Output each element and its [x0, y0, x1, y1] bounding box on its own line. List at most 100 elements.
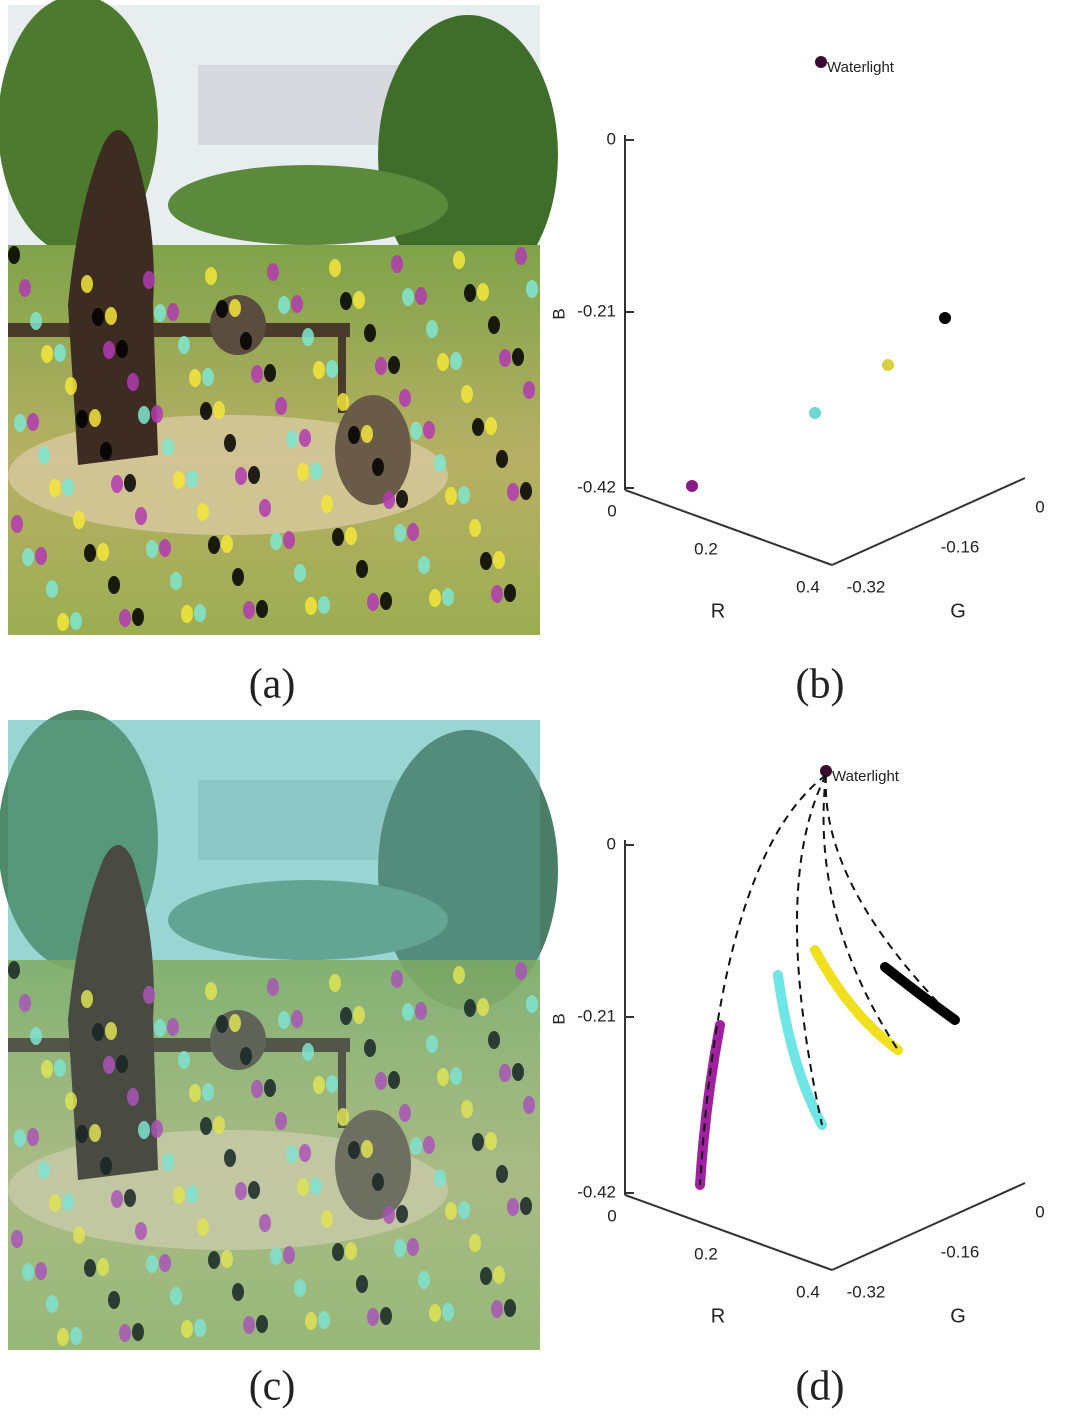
marker [178, 336, 190, 354]
marker [84, 544, 96, 562]
marker [202, 368, 214, 386]
marker [259, 499, 271, 517]
marker [127, 373, 139, 391]
marker [410, 422, 422, 440]
marker [14, 414, 26, 432]
trajectory [826, 775, 955, 1020]
marker [243, 601, 255, 619]
marker [453, 251, 465, 269]
marker [434, 454, 446, 472]
marker [27, 413, 39, 431]
marker [248, 466, 260, 484]
marker [19, 279, 31, 297]
g-tick-label: 0 [1035, 497, 1044, 516]
marker [458, 486, 470, 504]
marker [388, 356, 400, 374]
r-tick-label: 0 [607, 1206, 616, 1225]
marker [493, 551, 505, 569]
marker [135, 507, 147, 525]
marker [345, 527, 357, 545]
marker [116, 340, 128, 358]
marker [138, 406, 150, 424]
photo [0, 710, 558, 1350]
photo [0, 0, 558, 635]
marker [326, 360, 338, 378]
marker [361, 425, 373, 443]
marker [132, 608, 144, 626]
marker [57, 613, 69, 631]
marker [154, 304, 166, 322]
marker [143, 271, 155, 289]
marker [146, 540, 158, 558]
marker [515, 247, 527, 265]
marker [396, 490, 408, 508]
marker [62, 478, 74, 496]
r-axis [625, 490, 832, 565]
marker [181, 605, 193, 623]
bench [8, 323, 350, 337]
marker [507, 483, 519, 501]
caption: (b) [796, 662, 845, 708]
marker [356, 560, 368, 578]
b-tick-label: 0 [607, 129, 616, 148]
g-tick-label: -0.32 [847, 577, 886, 596]
marker [189, 369, 201, 387]
marker [111, 475, 123, 493]
r-axis-label: R [711, 1305, 725, 1327]
marker [100, 442, 112, 460]
marker [41, 345, 53, 363]
marker [391, 255, 403, 273]
marker [426, 320, 438, 338]
marker [275, 397, 287, 415]
tortoise [335, 395, 411, 505]
marker [399, 389, 411, 407]
marker [286, 430, 298, 448]
b-axis-label: B [549, 1013, 568, 1024]
marker [8, 246, 20, 264]
marker [92, 308, 104, 326]
caption: (a) [249, 662, 296, 708]
marker [173, 471, 185, 489]
marker [240, 332, 252, 350]
marker [216, 300, 228, 318]
marker [477, 283, 489, 301]
marker [297, 463, 309, 481]
marker [340, 292, 352, 310]
marker [235, 467, 247, 485]
marker [305, 597, 317, 615]
marker [159, 539, 171, 557]
marker [105, 307, 117, 325]
b-axis-label: B [549, 308, 568, 319]
b-tick-label: -0.21 [577, 1006, 616, 1025]
marker [54, 344, 66, 362]
plot: 0-0.21-0.42B00.20.4-0.32-0.160RGWaterlig… [549, 56, 1044, 622]
r-axis [625, 1195, 832, 1270]
b-tick-label: -0.42 [577, 1182, 616, 1201]
marker [35, 547, 47, 565]
marker [103, 341, 115, 359]
marker [229, 299, 241, 317]
r-tick-label: 0.2 [694, 539, 718, 558]
marker [46, 580, 58, 598]
marker [251, 365, 263, 383]
marker [264, 364, 276, 382]
b-tick-label: 0 [607, 834, 616, 853]
g-tick-label: -0.16 [941, 1242, 980, 1261]
marker [394, 524, 406, 542]
marker [450, 352, 462, 370]
g-tick-label: 0 [1035, 1202, 1044, 1221]
marker [205, 267, 217, 285]
g-axis-label: G [950, 1305, 966, 1327]
marker [81, 275, 93, 293]
marker [38, 446, 50, 464]
marker [291, 295, 303, 313]
marker [496, 450, 508, 468]
marker [97, 543, 109, 561]
cluster-point [939, 312, 951, 324]
marker [383, 491, 395, 509]
r-tick-label: 0.4 [796, 577, 820, 596]
marker [423, 421, 435, 439]
marker [332, 528, 344, 546]
marker [302, 328, 314, 346]
r-tick-label: 0 [607, 501, 616, 520]
